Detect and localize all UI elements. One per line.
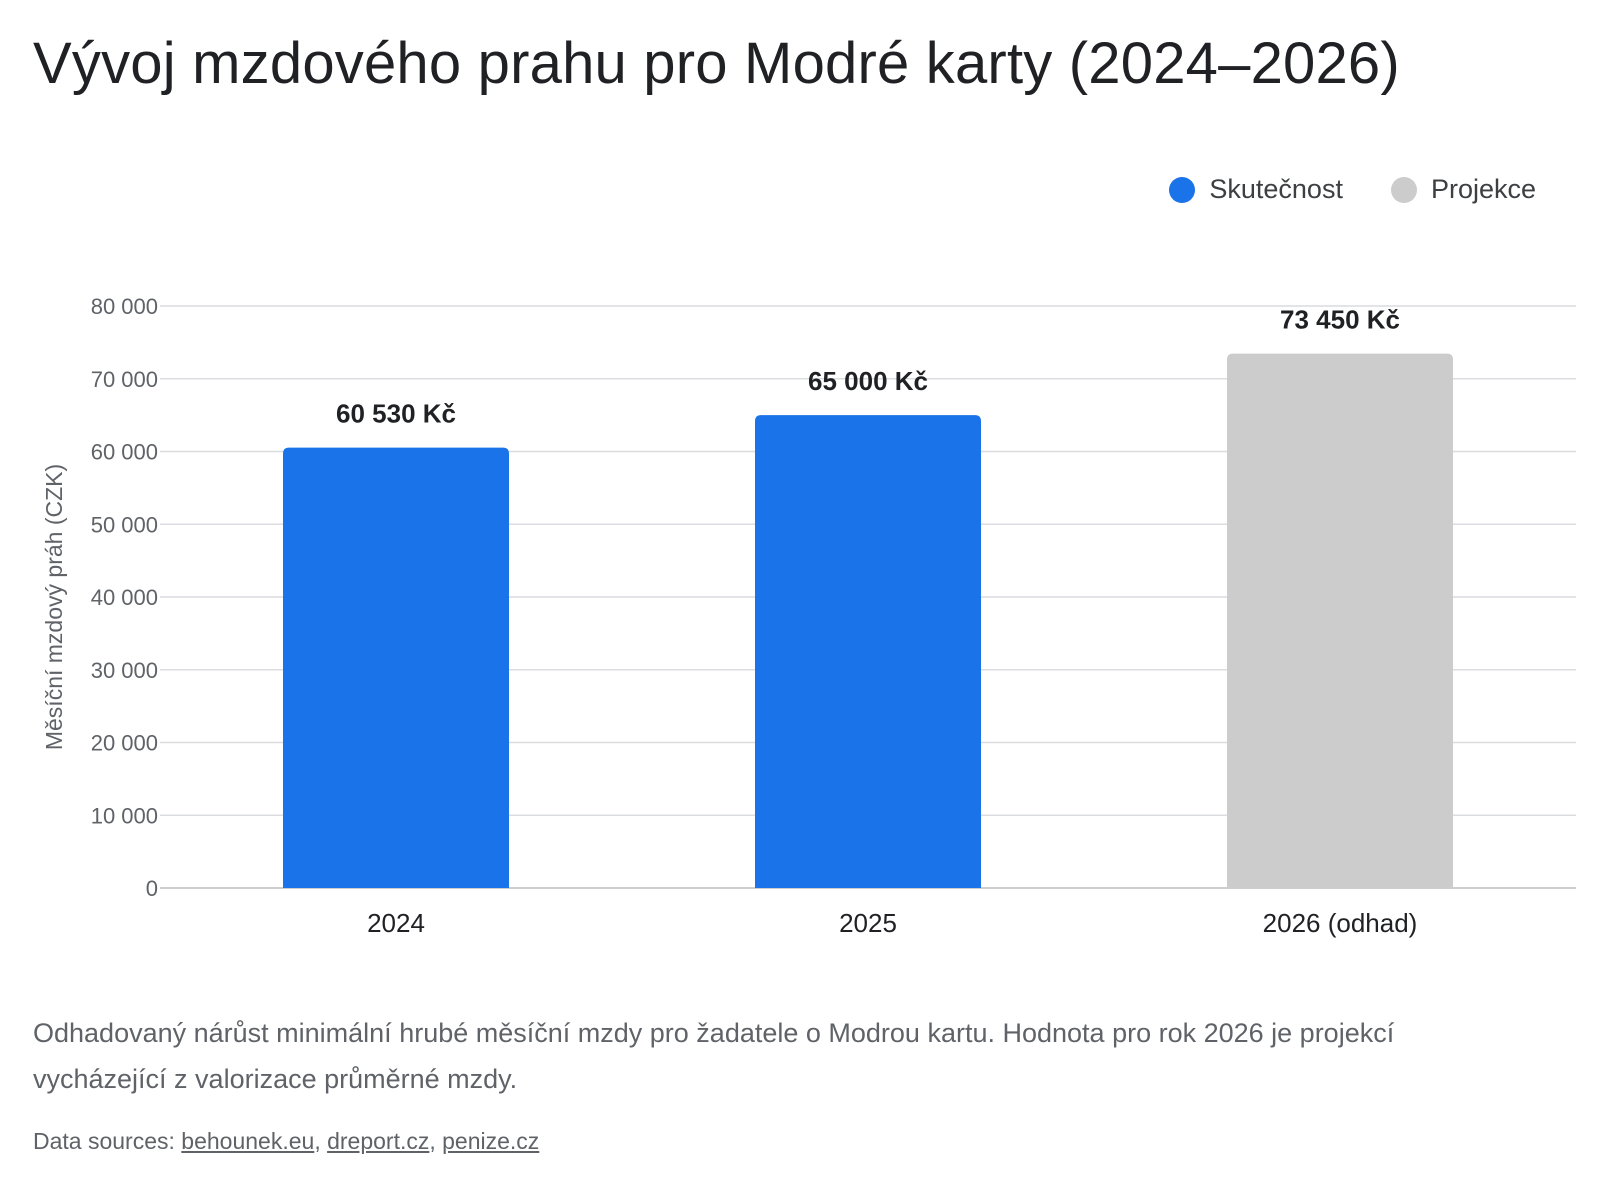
legend-label-projection: Projekce bbox=[1430, 174, 1536, 204]
y-tick-label: 60 000 bbox=[91, 440, 158, 465]
y-tick-label: 0 bbox=[146, 876, 158, 901]
y-tick-label: 30 000 bbox=[91, 658, 158, 683]
x-tick-label: 2025 bbox=[839, 908, 897, 938]
source-link-dreport[interactable]: dreport.cz bbox=[327, 1128, 430, 1154]
y-tick-label: 40 000 bbox=[91, 585, 158, 610]
x-tick-label: 2026 (odhad) bbox=[1263, 908, 1418, 938]
sources-separator: , bbox=[429, 1128, 443, 1154]
legend: Skutečnost Projekce bbox=[1169, 174, 1536, 205]
chart-caption: Odhadovaný nárůst minimální hrubé měsíčn… bbox=[33, 1018, 1395, 1094]
legend-item-projection: Projekce bbox=[1390, 174, 1536, 205]
sources-separator: , bbox=[314, 1128, 328, 1154]
source-link-penize[interactable]: penize.cz bbox=[442, 1128, 540, 1154]
data-sources: Data sources: behounek.eu, dreport.cz, p… bbox=[33, 1128, 539, 1155]
bar bbox=[1227, 353, 1453, 888]
bar bbox=[755, 415, 981, 888]
y-tick-label: 20 000 bbox=[91, 731, 158, 756]
legend-label-actual: Skutečnost bbox=[1209, 174, 1343, 204]
y-axis-title: Měsíční mzdový práh (CZK) bbox=[41, 464, 67, 750]
y-tick-label: 80 000 bbox=[91, 294, 158, 319]
sources-prefix: Data sources: bbox=[33, 1128, 182, 1154]
bar-value-label: 60 530 Kč bbox=[336, 399, 456, 429]
y-tick-label: 50 000 bbox=[91, 512, 158, 537]
y-tick-label: 70 000 bbox=[91, 367, 158, 392]
x-tick-label: 2024 bbox=[367, 908, 425, 938]
y-tick-label: 10 000 bbox=[91, 803, 158, 828]
source-link-behounek[interactable]: behounek.eu bbox=[181, 1128, 315, 1154]
legend-swatch-projection bbox=[1390, 176, 1417, 203]
bar-value-label: 65 000 Kč bbox=[808, 366, 928, 396]
bar-chart: 0 10 000 20 000 30 000 40 000 50 000 60 000 70 … bbox=[41, 294, 1576, 938]
legend-swatch-actual bbox=[1169, 176, 1196, 203]
bar bbox=[283, 447, 509, 888]
bar-value-label: 73 450 Kč bbox=[1280, 305, 1400, 335]
chart-title: Vývoj mzdového prahu pro Modré karty (20… bbox=[33, 31, 1400, 96]
legend-item-actual: Skutečnost bbox=[1169, 174, 1343, 205]
